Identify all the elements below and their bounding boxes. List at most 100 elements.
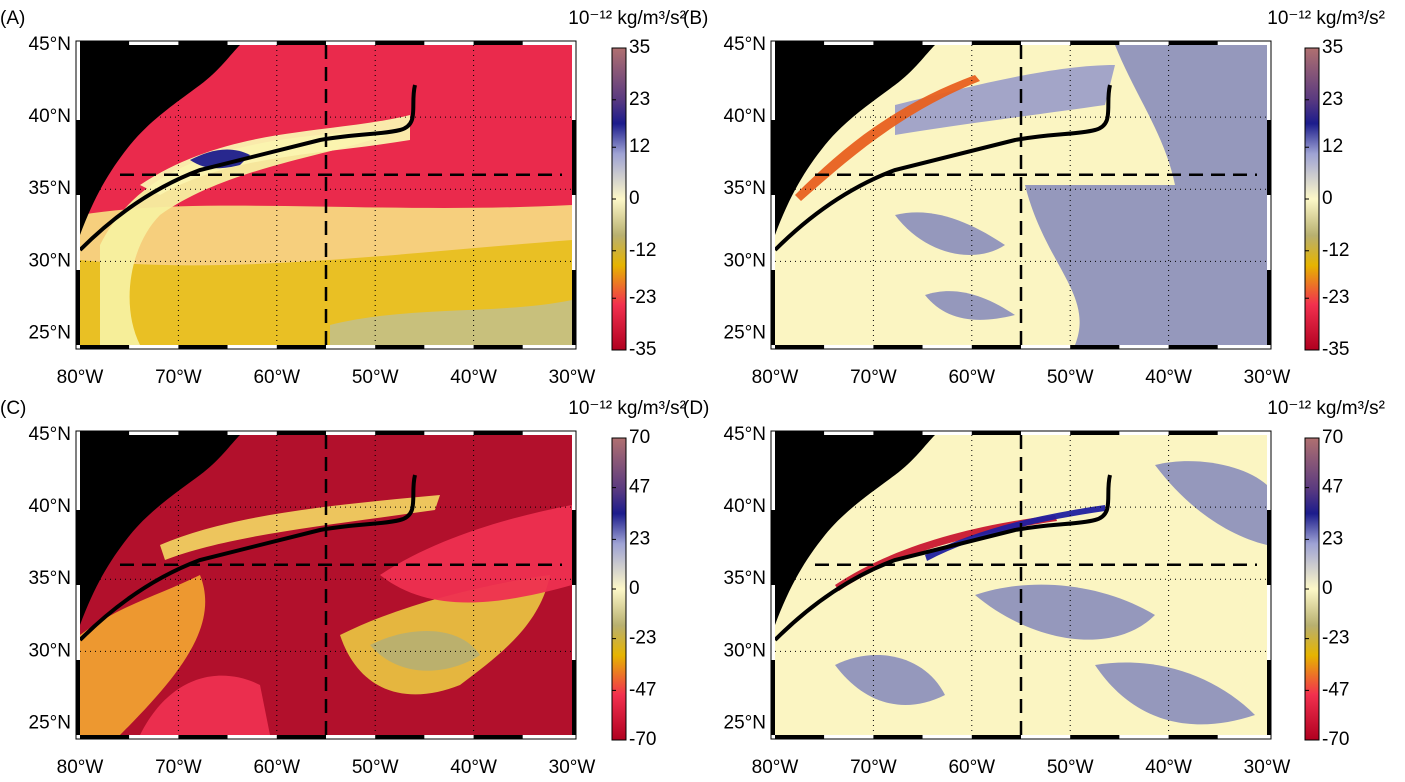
y-tick-label: 40°N <box>724 106 766 127</box>
frame-segment <box>771 585 775 660</box>
colorbar-tick-label: 23 <box>1322 89 1343 110</box>
y-tick-label: 45°N <box>29 34 71 55</box>
frame-segment <box>227 431 277 435</box>
frame-segment <box>80 41 130 45</box>
panel: (A) 10⁻¹² kg/m³/s² 80°W 70°W 60°W 50°W 40°W 30°… <box>0 8 686 388</box>
colorbar-tick-label: -70 <box>629 729 656 750</box>
field-patch <box>925 291 1015 320</box>
y-tick-label: 45°N <box>29 424 71 445</box>
frame-segment <box>80 431 130 435</box>
x-tick-label: 50°W <box>352 367 399 388</box>
colorbar-tick-label: 47 <box>1322 477 1343 498</box>
land <box>775 45 935 235</box>
frame-segment <box>1168 735 1218 739</box>
frame-segment <box>522 41 572 45</box>
frame-segment <box>326 431 376 435</box>
colorbar-tick-label: -70 <box>1322 729 1349 750</box>
frame-segment <box>572 435 576 510</box>
frame-segment <box>1168 345 1218 349</box>
frame-segment <box>1217 345 1267 349</box>
frame-segment <box>922 431 972 435</box>
frame-segment <box>276 41 326 45</box>
gulf-stream <box>78 474 417 642</box>
y-tick-label: 30°N <box>29 640 71 661</box>
frame-segment <box>1267 435 1271 510</box>
map-field <box>78 435 572 735</box>
frame-segment <box>1070 735 1120 739</box>
x-tick-label: 80°W <box>752 367 799 388</box>
frame-segment <box>1021 345 1071 349</box>
frame-segment <box>771 120 775 195</box>
frame-segment <box>971 41 1021 45</box>
colorbar-tick-label: 35 <box>629 37 650 58</box>
frame-segment <box>1267 120 1271 195</box>
frame-segment <box>771 195 775 270</box>
frame-segment <box>1070 41 1120 45</box>
frame-segment <box>971 345 1021 349</box>
frame-segment <box>76 195 80 270</box>
frame-segment <box>824 41 874 45</box>
frame-segment <box>227 735 277 739</box>
frame-segment <box>424 345 474 349</box>
frame-segment <box>824 735 874 739</box>
y-tick-label: 35°N <box>29 178 71 199</box>
frame-segment <box>1267 585 1271 660</box>
frame-segment <box>76 660 80 735</box>
field-patch <box>140 675 270 735</box>
frame-segment <box>178 735 228 739</box>
land <box>80 435 240 625</box>
frame-segment <box>771 435 775 510</box>
frame-segment <box>775 431 825 435</box>
frame-segment <box>873 431 923 435</box>
y-tick-label: 25°N <box>724 712 766 733</box>
colorbar-tick-label: -12 <box>1322 240 1349 261</box>
frame-segment <box>424 41 474 45</box>
y-tick-label: 25°N <box>29 712 71 733</box>
frame-segment <box>375 41 425 45</box>
x-tick-label: 30°W <box>1244 757 1291 778</box>
panel-label: (B) <box>683 8 708 29</box>
frame-segment <box>473 735 523 739</box>
frame-segment <box>80 735 130 739</box>
frame-segment <box>771 660 775 735</box>
frame-segment <box>129 431 179 435</box>
frame-segment <box>1217 735 1267 739</box>
x-tick-label: 30°W <box>549 367 596 388</box>
map-border <box>75 430 577 740</box>
frame-segment <box>129 735 179 739</box>
frame-segment <box>572 120 576 195</box>
x-tick-label: 40°W <box>450 757 497 778</box>
colorbar-tick-label: 0 <box>1322 578 1333 599</box>
frame-segment <box>375 431 425 435</box>
frame-segment <box>473 345 523 349</box>
colorbar-tick-label: 23 <box>629 89 650 110</box>
frame-segment <box>1070 431 1120 435</box>
frame-segment <box>873 735 923 739</box>
frame-segment <box>775 41 825 45</box>
frame-segment <box>771 270 775 345</box>
frame-segment <box>1267 195 1271 270</box>
x-tick-label: 30°W <box>549 757 596 778</box>
x-tick-label: 80°W <box>57 367 104 388</box>
frame-segment <box>922 345 972 349</box>
field-patch <box>1025 185 1267 345</box>
frame-segment <box>572 510 576 585</box>
frame-segment <box>80 345 130 349</box>
frame-segment <box>824 345 874 349</box>
frame-segment <box>1267 45 1271 120</box>
panel: (C) 10⁻¹² kg/m³/s² 80°W 70°W 60°W 50°W 40°W 30°… <box>0 398 686 778</box>
field-patch <box>330 300 572 345</box>
frame-segment <box>1168 431 1218 435</box>
frame-segment <box>1021 41 1071 45</box>
colorbar-tick-label: 70 <box>1322 427 1343 448</box>
frame-segment <box>572 585 576 660</box>
unit-label: 10⁻¹² kg/m³/s² <box>1267 8 1385 29</box>
frame-segment <box>1168 41 1218 45</box>
y-tick-label: 30°N <box>724 250 766 271</box>
y-tick-label: 40°N <box>29 106 71 127</box>
x-tick-label: 60°W <box>253 757 300 778</box>
colorbar-tick-label: 23 <box>1322 528 1343 549</box>
y-tick-label: 25°N <box>724 322 766 343</box>
colorbar-tick-label: -47 <box>1322 679 1349 700</box>
